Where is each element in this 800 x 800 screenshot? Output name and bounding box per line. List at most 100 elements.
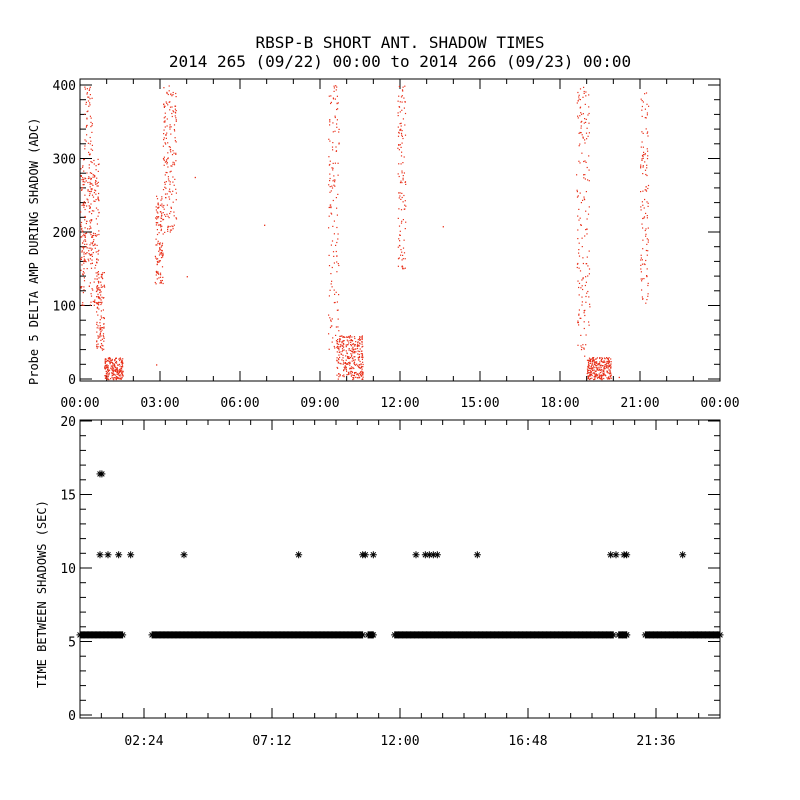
amp-point — [581, 285, 583, 287]
amp-point — [97, 185, 99, 187]
amp-point — [332, 167, 334, 169]
amp-point — [96, 286, 98, 288]
amp-point — [345, 344, 347, 346]
amp-point — [641, 159, 643, 161]
amp-point — [360, 363, 362, 365]
amp-point — [589, 359, 591, 362]
amp-point — [346, 357, 349, 359]
amp-point — [175, 153, 177, 155]
amp-point — [172, 190, 174, 192]
amp-point — [594, 367, 596, 369]
amp-point — [353, 361, 356, 363]
amp-point — [645, 235, 647, 237]
amp-point — [169, 146, 171, 148]
amp-point — [170, 207, 172, 209]
amp-point — [99, 298, 101, 300]
amp-point — [588, 372, 590, 374]
amp-point — [641, 259, 643, 261]
amp-point — [110, 372, 113, 374]
amp-point — [158, 206, 160, 208]
amp-point — [594, 362, 596, 364]
amp-point — [361, 341, 363, 343]
amp-point — [83, 201, 85, 203]
amp-point — [584, 355, 586, 357]
amp-point — [350, 339, 352, 341]
amp-point — [333, 262, 335, 264]
amp-point — [157, 203, 159, 205]
amp-point — [85, 140, 87, 142]
amp-point — [646, 148, 648, 150]
amp-point — [155, 217, 157, 219]
amp-point — [602, 370, 604, 372]
amp-point — [157, 258, 159, 260]
amp-point — [90, 126, 92, 128]
amp-point — [86, 118, 88, 120]
amp-point — [333, 289, 335, 291]
amp-point — [345, 355, 347, 357]
amp-point — [100, 317, 103, 319]
amp-point — [336, 119, 338, 121]
amp-point — [156, 260, 158, 263]
amp-point — [80, 221, 83, 224]
amp-point — [99, 296, 101, 298]
amp-point — [346, 339, 348, 341]
amp-point — [338, 351, 340, 353]
amp-point — [352, 358, 354, 360]
amp-point — [354, 337, 356, 340]
amp-point — [590, 370, 592, 372]
amp-point — [601, 371, 603, 373]
amp-point — [166, 102, 168, 104]
shadow-point — [467, 631, 475, 639]
amp-point — [347, 371, 350, 373]
amp-point — [647, 187, 649, 190]
amp-point — [587, 361, 590, 364]
amp-point — [361, 336, 363, 339]
amp-point — [167, 215, 169, 217]
shadow-point — [119, 631, 127, 639]
amp-point — [334, 301, 336, 304]
amp-point — [113, 363, 115, 365]
amp-point — [89, 207, 91, 209]
amp-point — [156, 263, 158, 265]
amp-point — [106, 364, 108, 366]
amp-point — [174, 178, 176, 180]
amp-point — [360, 364, 362, 366]
amp-point — [157, 224, 159, 226]
amp-point — [92, 174, 94, 176]
amp-point — [332, 225, 334, 227]
amp-point — [120, 361, 122, 363]
amp-point — [166, 91, 168, 93]
amp-point — [344, 362, 347, 364]
amp-point — [339, 374, 341, 376]
amp-point — [404, 112, 407, 115]
amp-point — [347, 373, 349, 376]
amp-point — [89, 154, 91, 156]
amp-point — [356, 373, 358, 375]
amp-point — [90, 178, 92, 181]
amp-point — [83, 255, 85, 258]
amp-point — [90, 161, 92, 163]
amp-point — [81, 189, 83, 191]
amp-point — [646, 276, 648, 278]
amp-point — [99, 334, 101, 336]
amp-point — [590, 367, 592, 369]
amp-point — [122, 366, 124, 368]
amp-point — [331, 266, 333, 269]
amp-point — [402, 266, 404, 268]
amp-point — [169, 212, 171, 215]
amp-point — [82, 302, 84, 304]
amp-point — [121, 377, 123, 379]
amp-point — [118, 363, 121, 365]
amp-point — [161, 198, 163, 200]
amp-point — [167, 142, 169, 144]
amp-point — [85, 101, 87, 103]
amp-point — [99, 290, 101, 292]
amp-point — [581, 304, 583, 306]
amp-point — [356, 345, 358, 347]
amp-point — [361, 356, 363, 358]
amp-point — [593, 360, 595, 362]
amp-point — [642, 190, 644, 192]
amp-point — [645, 259, 647, 262]
amp-point — [85, 253, 87, 255]
amp-point — [91, 235, 94, 237]
